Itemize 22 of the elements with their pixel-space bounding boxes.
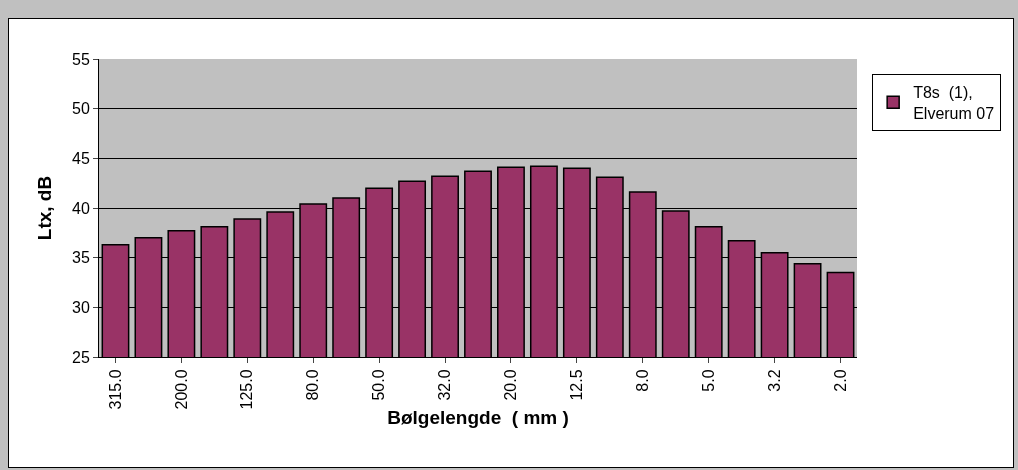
- y-tick-label: 30: [72, 298, 90, 316]
- x-tick-label: 5.0: [699, 369, 717, 392]
- legend-label: T8s (1), Elverum 07: [913, 84, 995, 122]
- y-axis-title: Ltx, dB: [34, 175, 55, 241]
- x-tick-label: 315.0: [106, 369, 124, 410]
- x-axis-title: Bølgelengde ( mm ): [387, 407, 569, 428]
- x-tick-label: 80.0: [304, 369, 322, 401]
- y-tick-label: 35: [72, 249, 90, 267]
- y-tick-label: 40: [72, 199, 90, 217]
- x-tick-label: 125.0: [238, 369, 256, 410]
- y-tick-label: 25: [72, 348, 90, 366]
- y-tick-label: 50: [72, 100, 90, 118]
- x-tick-label: 50.0: [370, 369, 388, 401]
- x-tick-label: 3.2: [765, 369, 783, 392]
- x-tick-label: 20.0: [502, 369, 520, 401]
- y-tick-label: 45: [72, 149, 90, 167]
- x-tick-label: 8.0: [633, 369, 651, 392]
- x-tick-label: 32.0: [436, 369, 454, 401]
- x-tick-label: 200.0: [172, 369, 190, 410]
- x-tick-label: 2.0: [831, 369, 849, 392]
- x-tick-label: 12.5: [568, 369, 586, 401]
- y-tick-label: 55: [72, 50, 90, 68]
